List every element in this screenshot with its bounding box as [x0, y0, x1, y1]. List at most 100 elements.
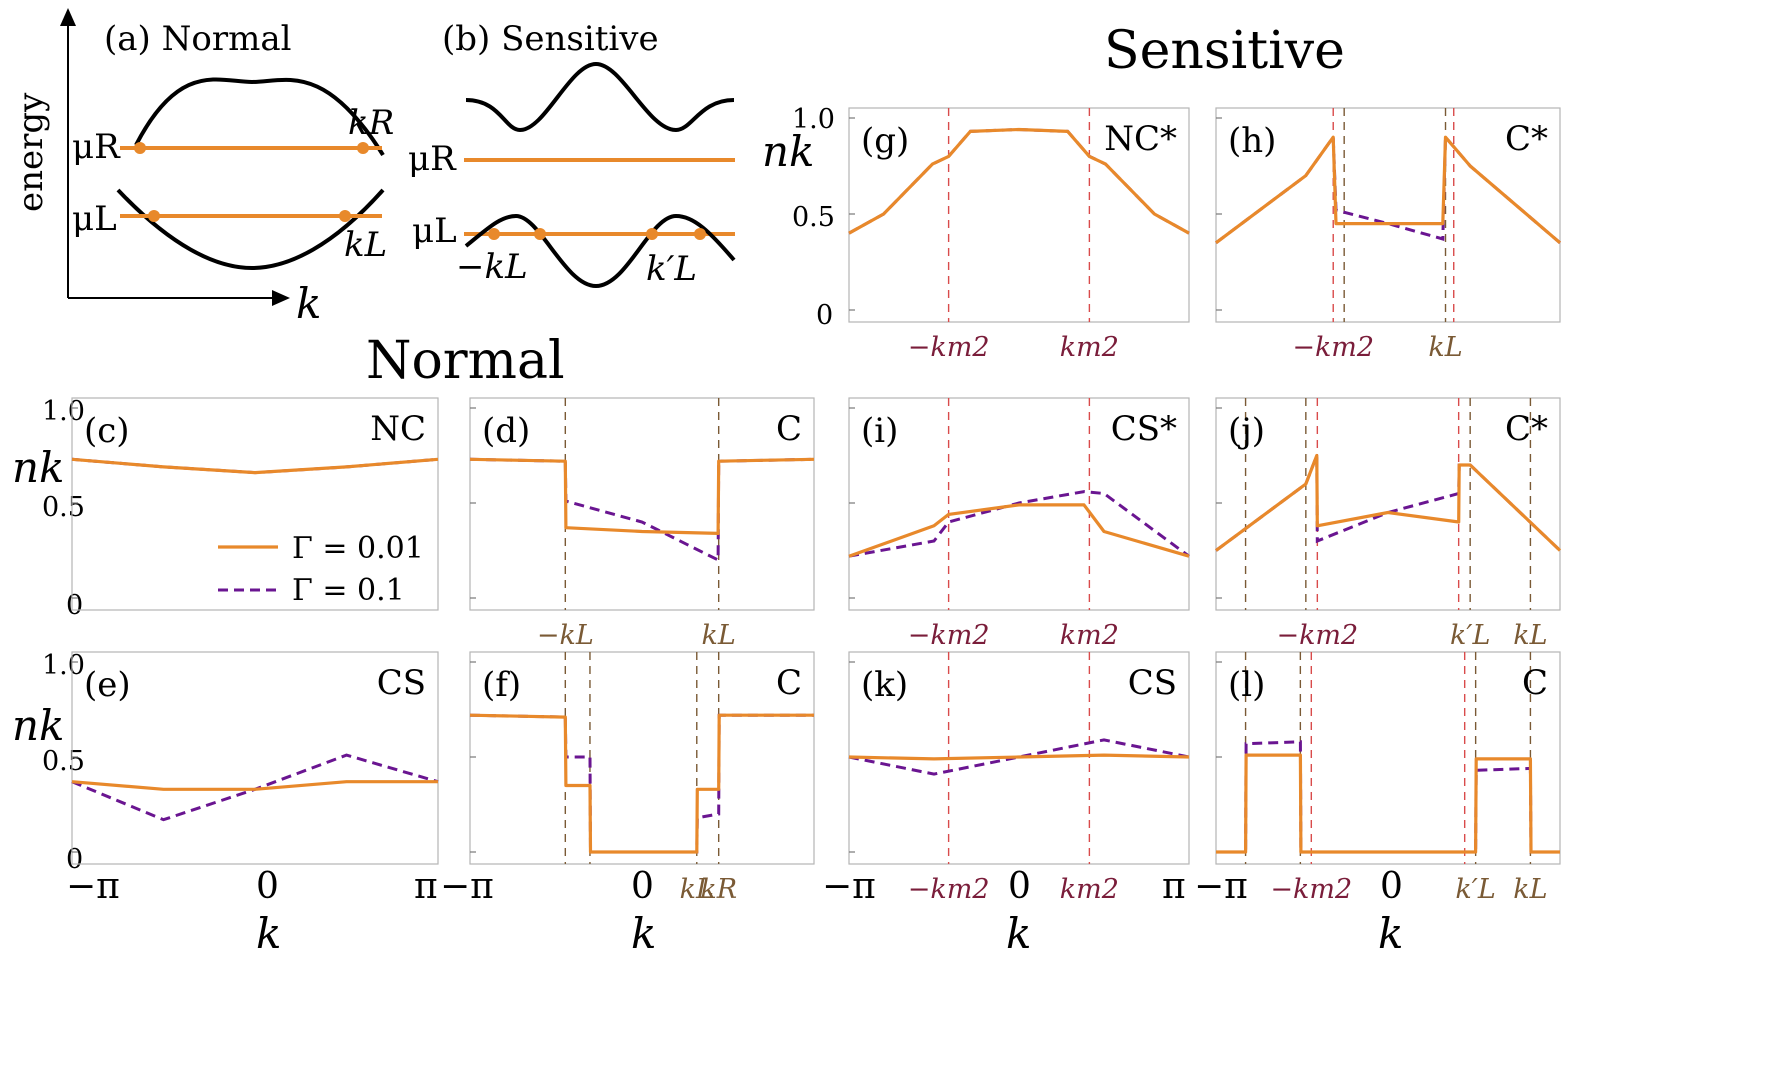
k-marker-label: −km2 [908, 874, 990, 905]
panel-j: (j) C* −km2 k′L kL [1215, 397, 1562, 651]
panel-label-b: (b) Sensitive [442, 19, 659, 59]
panel-c: (c) NC [71, 397, 439, 611]
upper-band [134, 77, 385, 157]
series-gamma-0.1 [71, 457, 439, 475]
crossing-dot [357, 142, 369, 154]
xticks-l: −π 0 k [1194, 866, 1403, 958]
xtick-neg-pi: −π [822, 866, 876, 907]
xtick-pi: π [1162, 866, 1186, 907]
ytick-0: 0 [66, 844, 83, 875]
series-gamma-0.01 [71, 780, 438, 791]
plot-frame [469, 651, 815, 865]
series-gamma-0.01 [469, 713, 814, 854]
panel-label-a: (a) Normal [104, 19, 291, 59]
yticks-row3: 1.0 0.5 0 [42, 650, 85, 875]
series-gamma-0.01 [848, 753, 1190, 761]
energy-label: energy [11, 92, 51, 212]
xtick-zero: 0 [256, 866, 279, 907]
panel-label: (c) [84, 411, 130, 451]
neg-k-L-label: −kL [456, 247, 528, 287]
panel-g: (g) NC* −km2 km2 [848, 107, 1190, 363]
series-gamma-0.01 [1215, 135, 1562, 245]
ytick-1: 1.0 [42, 650, 85, 681]
panel-tag: NC* [1104, 119, 1177, 159]
plot-frame [1215, 107, 1561, 323]
plot-frame [1215, 651, 1561, 865]
k-marker-label: −km2 [908, 620, 990, 651]
xtick-neg-pi: −π [66, 866, 120, 907]
mu-R-label: μR [72, 127, 121, 167]
panel-d: (d) C −kL kL [469, 397, 815, 651]
k-marker-label: −km2 [908, 332, 990, 363]
panel-tag: C* [1505, 409, 1548, 449]
k-marker-label: −km2 [1276, 620, 1358, 651]
xlabel: k [1378, 909, 1403, 958]
legend-dashed-label: Γ = 0.1 [292, 573, 405, 608]
mu-R-label: μR [408, 139, 457, 179]
xtick-neg-pi: −π [1194, 866, 1248, 907]
series-gamma-0.01 [848, 127, 1190, 235]
ytick-05: 0.5 [792, 202, 835, 233]
ytick-0: 0 [816, 300, 833, 331]
panel-label: (g) [861, 121, 909, 161]
panel-label: (l) [1228, 665, 1265, 705]
xtick-zero: 0 [1008, 866, 1031, 907]
k-L-label: kL [344, 225, 387, 265]
k-marker-label: kL [1513, 874, 1547, 905]
lower-band [464, 213, 736, 289]
panel-h: (h) C* −km2 kL [1215, 107, 1562, 363]
series-gamma-0.01 [469, 457, 815, 536]
k-label-a: k [296, 279, 321, 328]
k-L-prime-label: k′L [646, 249, 697, 289]
crossing-dot [148, 210, 160, 222]
crossing-dot [694, 228, 706, 240]
crossing-dot [646, 228, 658, 240]
panel-k: (k) CS −km2 km2 [848, 651, 1190, 905]
k-marker-label: kL [680, 874, 714, 905]
plot-frame [1215, 397, 1561, 611]
legend-solid-label: Γ = 0.01 [292, 531, 424, 566]
k-marker-label: −km2 [1270, 874, 1352, 905]
series-gamma-0.1 [469, 713, 814, 854]
xticks-e: −π 0 π k [66, 866, 438, 958]
k-marker-label: k′L [1450, 620, 1490, 651]
panel-tag: C [1522, 663, 1548, 703]
plot-frame [848, 397, 1190, 611]
series-gamma-0.1 [848, 738, 1190, 776]
panel-tag: CS [1128, 663, 1177, 703]
xtick-zero: 0 [1380, 866, 1403, 907]
panel-label: (e) [84, 665, 131, 705]
panel-label: (h) [1228, 121, 1276, 161]
ytick-1: 1.0 [792, 104, 835, 135]
k-marker-label: km2 [1060, 874, 1119, 905]
panel-l: (l) C −km2 k′L kL [1215, 651, 1561, 905]
schematic-a: (a) Normal energy k μR μL kR kL [11, 8, 394, 328]
heading-normal: Normal [366, 331, 565, 391]
panel-tag: C* [1505, 119, 1548, 159]
k-marker-label: kL [1513, 620, 1547, 651]
panel-tag: C [776, 409, 802, 449]
mu-L-label: μL [412, 211, 457, 251]
panel-i: (i) CS* −km2 km2 [848, 397, 1190, 651]
mu-L-label: μL [72, 199, 117, 239]
series-gamma-0.01 [1215, 453, 1562, 552]
panel-tag: NC [370, 409, 426, 449]
xtick-neg-pi: −π [440, 866, 494, 907]
panel-label: (d) [482, 411, 530, 451]
k-marker-label: km2 [1060, 620, 1119, 651]
xticks-f: −π 0 k [440, 866, 656, 958]
ytick-1: 1.0 [42, 396, 85, 427]
k-marker-label: kL [702, 620, 736, 651]
plot-frame [71, 651, 439, 865]
xlabel: k [631, 909, 656, 958]
panel-label: (i) [861, 411, 898, 451]
ytick-0: 0 [66, 590, 83, 621]
schematic-b: (b) Sensitive μR μL −kL k′L [408, 19, 736, 289]
yticks-row2: 1.0 0.5 0 [42, 396, 85, 621]
k-marker-label: k′L [1455, 874, 1495, 905]
series-gamma-0.1 [848, 490, 1190, 558]
yticks-row1: 1.0 0.5 0 [792, 104, 835, 331]
